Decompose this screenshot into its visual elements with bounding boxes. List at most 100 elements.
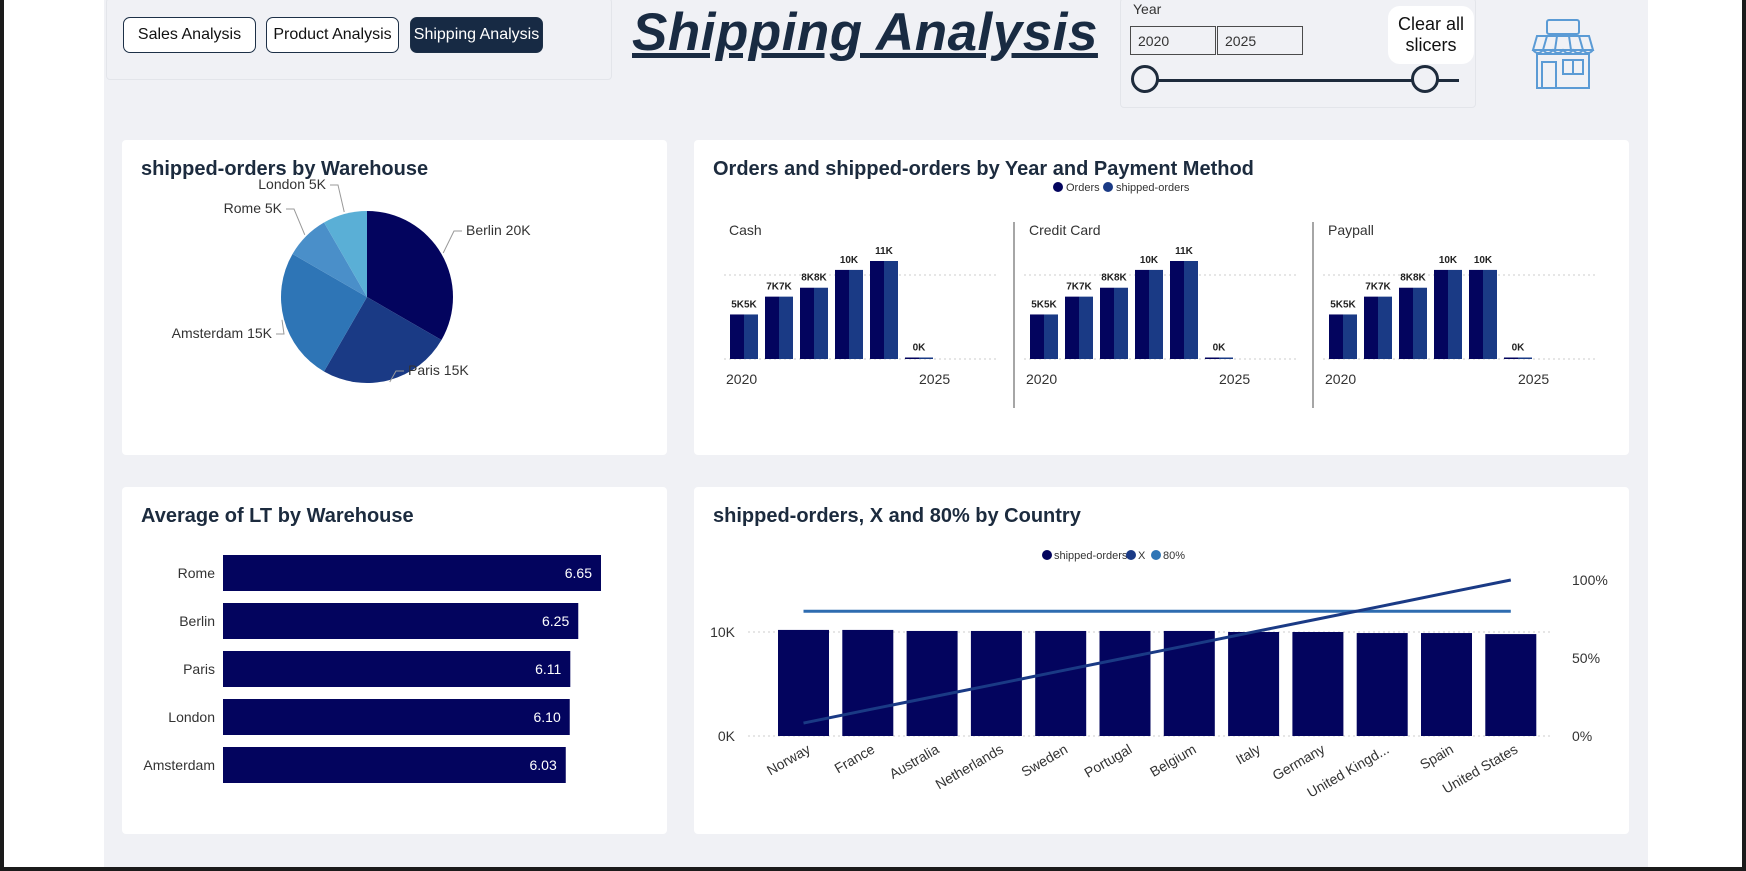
year-slider-start-handle[interactable] [1131, 65, 1159, 93]
bar-orders-2025 [1504, 357, 1518, 359]
x-tick-label: 2020 [1026, 371, 1057, 387]
bar-london [223, 699, 570, 735]
x-tick-label: Sweden [1018, 741, 1070, 780]
legend-swatch [1126, 550, 1136, 560]
bar-shipped-orders-2020 [1044, 314, 1058, 359]
bar-orders-2023 [1135, 269, 1149, 359]
pie-chart-title: shipped-orders by Warehouse [141, 158, 429, 180]
pie-slice-amsterdam [281, 254, 367, 372]
bar-spain [1421, 633, 1472, 736]
sales-analysis-button[interactable]: Sales Analysis [123, 17, 256, 53]
product-analysis-button[interactable]: Product Analysis [266, 17, 399, 53]
data-label: 5K5K [1330, 299, 1356, 310]
bar-shipped-orders-2021 [779, 296, 793, 359]
x-tick-label: Portugal [1081, 741, 1134, 781]
bar-orders-2023 [835, 269, 849, 359]
bar-shipped-orders-2020 [1343, 314, 1357, 359]
bar-orders-2022 [800, 287, 814, 359]
bar-france [842, 629, 894, 736]
bar-orders-2024 [1469, 269, 1483, 359]
data-label: 7K7K [1365, 282, 1391, 293]
x-tick-label: 2020 [726, 371, 757, 387]
bar-orders-2021 [765, 296, 779, 359]
pie-slice-paris [324, 297, 442, 383]
bar-shipped-orders-2025 [919, 357, 933, 359]
bar-australia [906, 630, 958, 736]
lt-chart: Rome 6.65 Berlin 6.25 Paris 6.11 London 6.10 Ams… [143, 555, 601, 783]
data-label: 8K8K [801, 273, 827, 284]
category-label: London [168, 709, 215, 725]
data-label: 0K [913, 343, 927, 354]
legend-swatch-shipped-orders [1103, 182, 1113, 192]
clear-slicers-button[interactable]: Clear all slicers [1388, 6, 1474, 64]
data-label: 8K8K [1400, 273, 1426, 284]
y-tick-label: 10K [710, 624, 736, 640]
category-label: Amsterdam [143, 757, 215, 773]
bar-italy [1228, 632, 1280, 736]
y2-tick-label: 100% [1572, 572, 1608, 588]
pie-leader-line [442, 230, 462, 254]
x-tick-label: 2020 [1325, 371, 1356, 387]
pie-leader-line [330, 184, 345, 213]
data-label: 0K [1512, 343, 1526, 354]
bar-shipped-orders-2023 [1149, 269, 1163, 359]
legend-label: shipped-orders [1054, 550, 1128, 562]
lt-chart-title: Average of LT by Warehouse [141, 505, 414, 527]
category-label: Rome [178, 565, 216, 581]
lt-card: Average of LT by Warehouse Rome 6.65 Berli… [122, 487, 667, 834]
data-label: 10K [1140, 255, 1159, 266]
legend-label-orders: Orders [1066, 182, 1100, 194]
report-canvas: Sales Analysis Product Analysis Shipping… [104, 0, 1648, 867]
legend-swatch [1151, 550, 1161, 560]
page-title: Shipping Analysis [632, 3, 1098, 62]
pie-leader-line [389, 370, 404, 383]
country-chart: shipped-orders X 80% 10K 0K 100% 50% 0% Norway Fr… [710, 550, 1608, 801]
line-x-cumulative [803, 578, 1512, 725]
year-slider-end-handle[interactable] [1411, 65, 1439, 93]
panel-label: Credit Card [1029, 222, 1101, 238]
data-label: 6.03 [530, 757, 557, 773]
x-tick-label: Australia [886, 741, 941, 782]
y2-tick-label: 0% [1572, 728, 1592, 744]
bar-shipped-orders-2021 [1079, 296, 1093, 359]
bar-germany [1292, 632, 1344, 736]
bar-orders-2020 [1030, 314, 1044, 359]
bar-shipped-orders-2024 [1184, 261, 1198, 359]
data-label: 6.11 [535, 661, 561, 677]
x-tick-label: 2025 [1518, 371, 1549, 387]
bar-orders-2022 [1399, 287, 1413, 359]
shipping-analysis-button[interactable]: Shipping Analysis [410, 17, 543, 53]
cluster-card: Orders and shipped-orders by Year and Pa… [694, 140, 1629, 455]
legend-label: 80% [1163, 550, 1185, 562]
bar-orders-2025 [1205, 357, 1219, 359]
panel-label: Cash [729, 222, 762, 238]
legend-label-shipped-orders: shipped-orders [1116, 182, 1190, 194]
x-tick-label: Netherlands [933, 741, 1006, 793]
bar-shipped-orders-2022 [814, 287, 828, 359]
data-label: 5K5K [731, 299, 757, 310]
bar-shipped-orders-2025 [1219, 357, 1233, 359]
pie-slice-label: London 5K [258, 176, 326, 192]
category-label: Paris [183, 661, 215, 677]
data-label: 10K [1439, 255, 1458, 266]
year-slider-track[interactable] [1149, 79, 1459, 82]
x-tick-label: Belgium [1147, 741, 1199, 780]
x-tick-label: Norway [764, 741, 813, 779]
pie-slice-rome [292, 222, 367, 297]
data-label: 10K [840, 255, 859, 266]
pie-card: shipped-orders by Warehouse Berlin 20K Pa… [122, 140, 667, 455]
x-tick-label: Italy [1233, 741, 1263, 768]
bar-shipped-orders-2023 [1448, 269, 1462, 359]
data-label: 6.25 [542, 613, 569, 629]
bar-shipped-orders-2022 [1114, 287, 1128, 359]
year-from-input[interactable]: 2020 [1130, 26, 1216, 55]
bar-orders-2021 [1065, 296, 1079, 359]
bar-orders-2020 [730, 314, 744, 359]
bar-shipped-orders-2020 [744, 314, 758, 359]
legend-swatch [1042, 550, 1052, 560]
bar-amsterdam [223, 747, 566, 783]
bar-orders-2020 [1329, 314, 1343, 359]
bar-shipped-orders-2024 [884, 261, 898, 359]
year-to-input[interactable]: 2025 [1217, 26, 1303, 55]
data-label: 7K7K [766, 282, 792, 293]
